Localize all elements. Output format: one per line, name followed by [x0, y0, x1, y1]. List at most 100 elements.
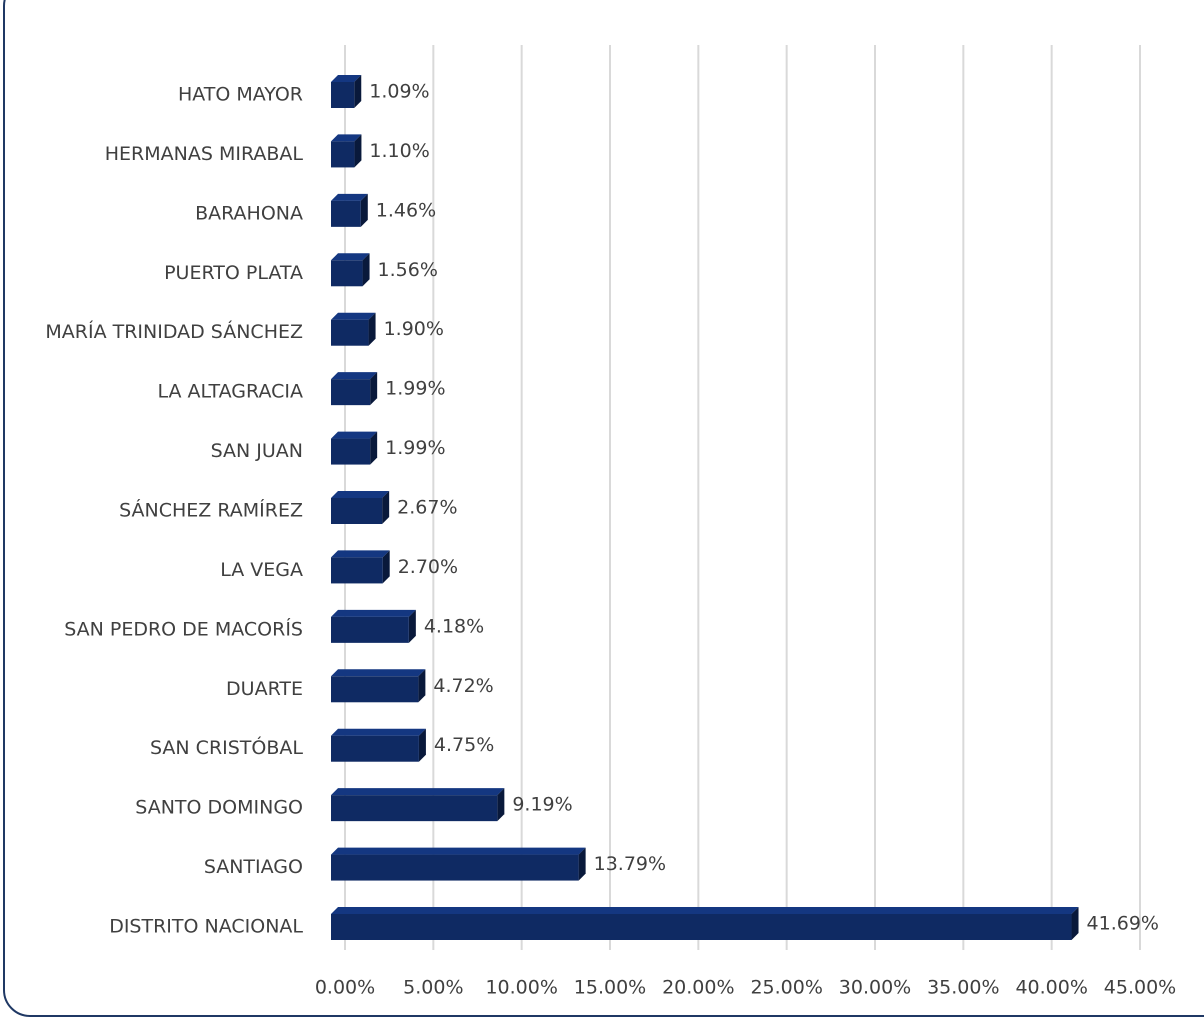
bar-face	[382, 550, 390, 584]
bar-face	[370, 431, 378, 465]
bar-face	[331, 260, 363, 287]
bar	[331, 907, 1079, 940]
bar-face	[331, 557, 383, 584]
y-tick-label: SÁNCHEZ RAMÍREZ	[119, 499, 303, 522]
bar-face	[331, 141, 355, 168]
bar-face	[331, 788, 505, 796]
bar-face	[408, 609, 416, 643]
bar-face	[1071, 907, 1079, 940]
data-label: 2.67%	[397, 497, 457, 519]
bar	[331, 431, 378, 465]
y-tick-label: SANTIAGO	[204, 856, 303, 878]
x-tick-label: 45.00%	[1104, 977, 1176, 999]
bar-face	[331, 914, 1072, 940]
bar-face	[331, 795, 498, 822]
x-tick-label: 5.00%	[403, 977, 463, 999]
data-label: 41.69%	[1087, 913, 1159, 935]
bar-face	[331, 82, 355, 108]
bar-face	[362, 253, 370, 287]
bar-face	[331, 134, 362, 142]
bar-face	[354, 75, 362, 108]
bar	[331, 75, 362, 108]
data-label: 1.99%	[385, 437, 445, 459]
bar	[331, 728, 426, 762]
data-label: 13.79%	[594, 853, 666, 875]
y-tick-label: HERMANAS MIRABAL	[105, 143, 304, 165]
x-tick-label: 35.00%	[927, 977, 999, 999]
bar-face	[331, 438, 371, 465]
data-label: 4.75%	[434, 734, 494, 756]
bar-face	[331, 847, 586, 855]
x-tick-label: 25.00%	[750, 977, 822, 999]
bar-face	[382, 491, 390, 524]
data-label: 9.19%	[512, 794, 572, 816]
bar-face	[331, 609, 416, 617]
bar	[331, 193, 368, 227]
bar	[331, 312, 376, 346]
y-tick-label: DISTRITO NACIONAL	[109, 916, 303, 938]
bar-face	[331, 907, 1079, 914]
bar-face	[331, 669, 426, 677]
bar-face	[331, 379, 371, 406]
bar-face	[331, 431, 378, 439]
data-label: 1.46%	[376, 199, 436, 221]
y-tick-label: DUARTE	[226, 678, 303, 700]
bar-face	[331, 200, 361, 227]
chart-frame	[3, 0, 1204, 1017]
bar-face	[418, 669, 426, 703]
y-tick-label: SANTO DOMINGO	[135, 797, 303, 819]
bar-face	[331, 854, 579, 881]
bar-face	[331, 728, 426, 736]
bar	[331, 847, 586, 881]
bar	[331, 669, 426, 703]
data-label: 1.90%	[384, 318, 444, 340]
bar-face	[331, 735, 419, 762]
bar-face	[497, 788, 505, 822]
data-label: 4.72%	[433, 675, 493, 697]
data-label: 1.09%	[369, 81, 429, 103]
bar-face	[578, 847, 586, 881]
data-label: 1.99%	[385, 378, 445, 400]
data-label: 4.18%	[424, 615, 484, 637]
x-tick-label: 30.00%	[839, 977, 911, 999]
x-tick-label: 15.00%	[574, 977, 646, 999]
y-tick-label: BARAHONA	[195, 202, 303, 224]
x-tick-label: 10.00%	[485, 977, 557, 999]
y-tick-label: SAN PEDRO DE MACORÍS	[64, 617, 303, 640]
y-tick-label: SAN CRISTÓBAL	[150, 735, 303, 759]
x-tick-label: 20.00%	[662, 977, 734, 999]
bar-face	[331, 312, 376, 320]
bar	[331, 491, 390, 524]
y-tick-label: MARÍA TRINIDAD SÁNCHEZ	[45, 320, 303, 343]
bar-face	[370, 372, 378, 406]
bar-face	[418, 728, 426, 762]
bar	[331, 788, 505, 822]
bar-face	[331, 491, 390, 498]
y-tick-label: PUERTO PLATA	[164, 262, 303, 284]
bar-face	[331, 550, 390, 558]
x-tick-label: 40.00%	[1015, 977, 1087, 999]
x-tick-label: 0.00%	[315, 977, 375, 999]
y-tick-label: HATO MAYOR	[178, 84, 303, 106]
bar-face	[331, 75, 362, 82]
bar-face	[331, 193, 368, 201]
y-tick-label: LA ALTAGRACIA	[157, 381, 303, 403]
bar-face	[331, 676, 419, 703]
bar	[331, 253, 370, 287]
bar-face	[368, 312, 376, 346]
bar-face	[331, 319, 369, 346]
bar	[331, 372, 378, 406]
bar-face	[331, 616, 409, 643]
bar-face	[331, 253, 370, 261]
data-label: 1.10%	[369, 140, 429, 162]
bar	[331, 550, 390, 584]
bar-face	[331, 372, 378, 380]
bar-face	[360, 193, 368, 227]
bar	[331, 609, 416, 643]
bar	[331, 134, 362, 168]
y-tick-label: SAN JUAN	[211, 440, 303, 462]
bar-face	[354, 134, 362, 168]
bar-face	[331, 498, 383, 524]
data-label: 2.70%	[398, 556, 458, 578]
